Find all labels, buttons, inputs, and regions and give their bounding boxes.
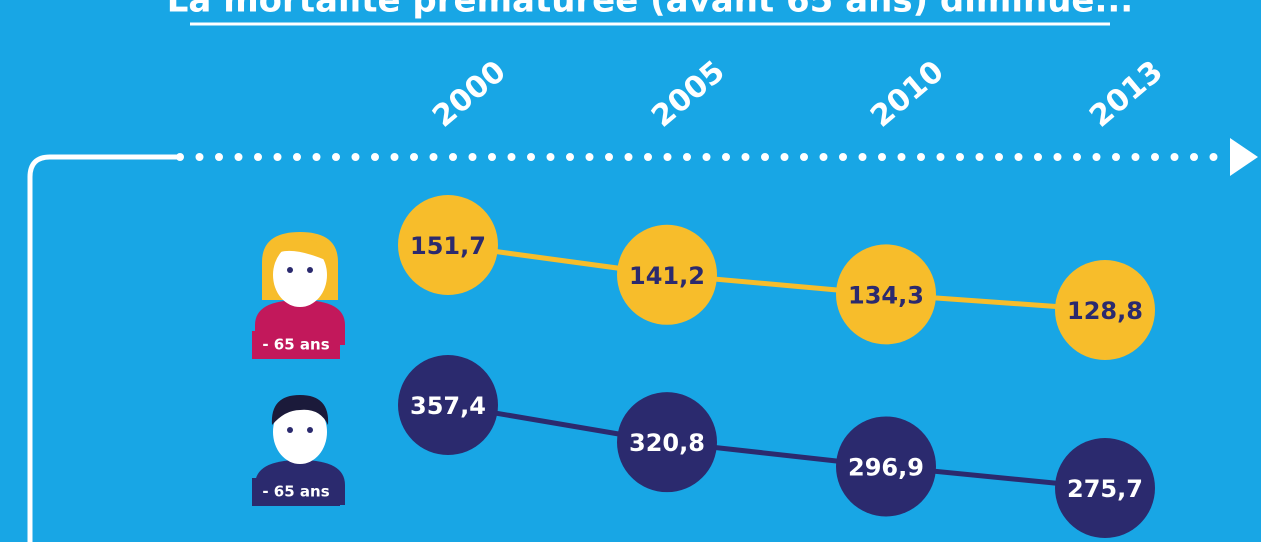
woman-icon	[255, 232, 345, 345]
data-label: 320,8	[629, 429, 705, 457]
legend-label: - 65 ans	[262, 336, 329, 354]
data-label: 151,7	[410, 232, 486, 260]
data-point	[836, 416, 936, 517]
data-point	[1055, 438, 1155, 538]
data-point	[617, 224, 717, 325]
data-point	[1055, 260, 1155, 360]
series-line	[447, 402, 1106, 491]
legend-label: - 65 ans	[262, 483, 329, 501]
timeline-frame	[27, 154, 180, 542]
data-point	[398, 195, 498, 295]
data-point	[836, 244, 936, 345]
legend-tag-bg	[252, 331, 340, 359]
data-point	[617, 392, 717, 493]
data-label: 128,8	[1067, 297, 1143, 325]
data-label: 357,4	[410, 392, 486, 420]
data-point	[398, 355, 498, 455]
legend-tag-bg	[252, 478, 340, 506]
series-line	[447, 242, 1106, 313]
data-label: 141,2	[629, 262, 705, 290]
data-label: 275,7	[1067, 475, 1143, 503]
chart-title: La mortalité prématurée (avant 65 ans) d…	[167, 0, 1133, 21]
timeline-arrow	[1230, 138, 1258, 176]
data-label: 296,9	[848, 453, 924, 481]
data-label: 134,3	[848, 281, 924, 309]
